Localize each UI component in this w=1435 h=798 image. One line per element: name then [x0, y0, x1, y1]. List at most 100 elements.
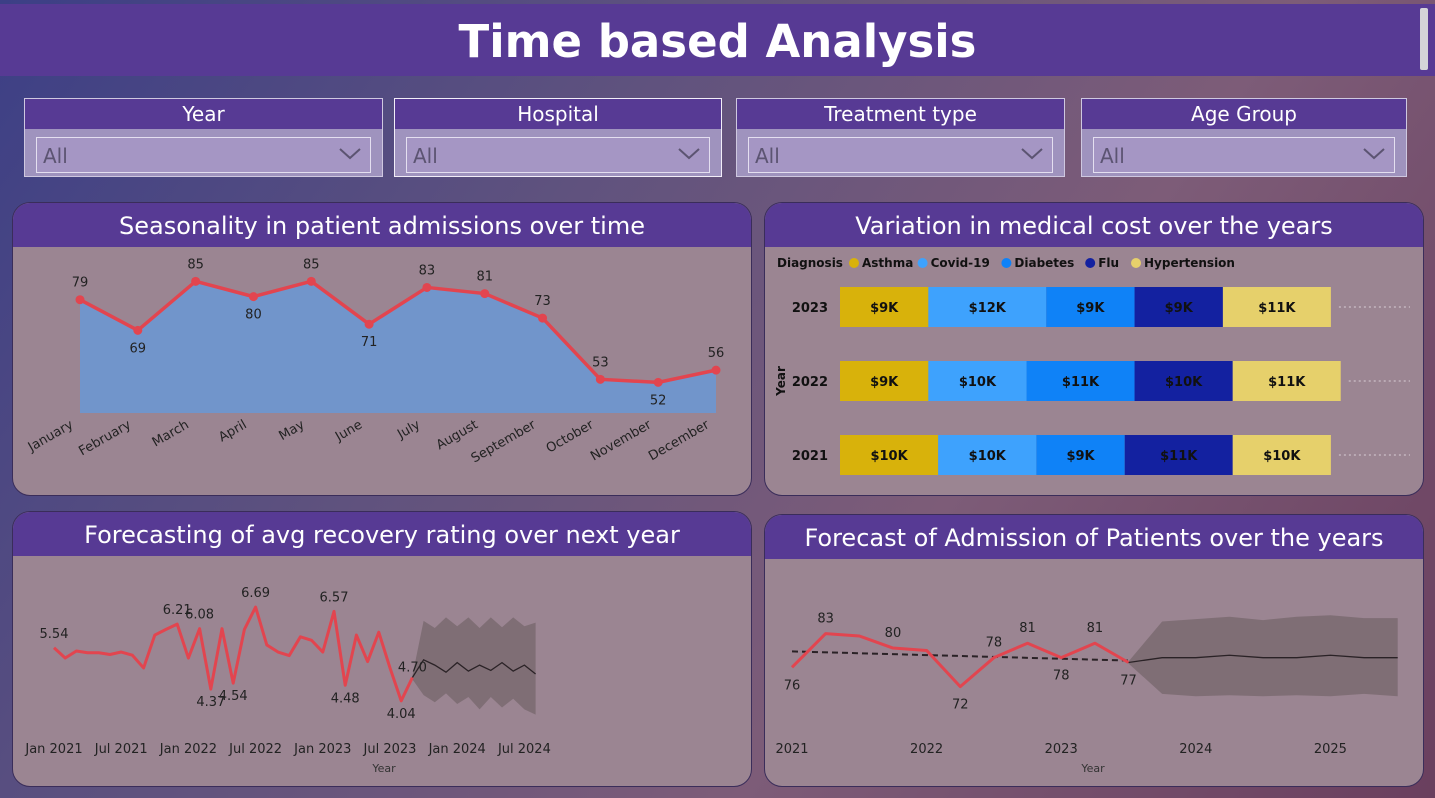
y-tick-label: 2021 [792, 449, 828, 464]
data-label: 52 [650, 393, 667, 408]
legend-label: Diabetes [1014, 256, 1074, 270]
legend-marker [917, 258, 928, 268]
data-label: 4.54 [219, 689, 248, 704]
admission-forecast-panel: Forecast of Admission of Patients over t… [764, 514, 1424, 787]
data-label: 71 [361, 335, 378, 350]
chevron-down-icon [1021, 148, 1043, 160]
data-label: 78 [986, 636, 1003, 651]
bar-segment [1046, 287, 1135, 327]
hospital-slicer-label: Hospital [395, 99, 721, 129]
series-line [790, 632, 1130, 689]
age-group-dropdown[interactable]: All [1093, 137, 1395, 173]
x-tick-label: Jul 2021 [94, 742, 148, 757]
data-label: 81 [476, 270, 493, 285]
bar-value-label: $10K [1263, 449, 1301, 464]
data-label: 81 [1087, 621, 1104, 636]
data-label: 80 [245, 308, 262, 323]
seasonality-chart-title: Seasonality in patient admissions over t… [13, 203, 751, 247]
x-tick-label: May [276, 417, 307, 444]
x-tick-label: 2024 [1179, 742, 1212, 757]
treatment-type-dropdown[interactable]: All [748, 137, 1053, 173]
bar-segment [1026, 361, 1135, 401]
data-point [480, 289, 490, 299]
bar-value-label: $11K [1062, 375, 1100, 390]
data-point [538, 313, 548, 323]
bar-segment [1232, 435, 1331, 475]
age-group-dropdown-value: All [1100, 144, 1125, 168]
x-tick-label: February [76, 417, 134, 459]
legend-marker [1001, 258, 1012, 268]
treatment-type-slicer[interactable]: Treatment type All [736, 98, 1065, 177]
header-bar [0, 4, 1435, 76]
x-axis-title: Year [371, 762, 396, 775]
bar-value-label: $10K [969, 449, 1007, 464]
data-label: 4.48 [331, 691, 360, 706]
data-point [191, 276, 201, 286]
x-tick-label: Jan 2023 [293, 742, 351, 757]
data-label: 6.08 [185, 608, 214, 623]
data-label: 4.70 [398, 660, 427, 675]
forecast-line [1128, 654, 1398, 664]
year-dropdown[interactable]: All [36, 137, 371, 173]
legend-marker [1085, 258, 1096, 268]
seasonality-chart: 79 69 85 80 85 71 83 81 73 53 52 56 January February M… [25, 257, 724, 466]
forecast-band [412, 617, 536, 715]
x-axis-title: Year [1080, 762, 1105, 775]
data-label: 4.37 [196, 695, 225, 710]
year-slicer[interactable]: Year All [24, 98, 383, 177]
year-dropdown-value: All [43, 144, 68, 168]
data-label: 78 [1053, 669, 1070, 684]
bar-value-label: $10K [1165, 375, 1203, 390]
data-point [75, 295, 85, 305]
data-label: 69 [130, 341, 147, 356]
bar-value-label: $9K [870, 301, 899, 316]
x-tick-label: Jul 2024 [497, 742, 551, 757]
x-tick-label: January [25, 417, 76, 455]
recovery-forecast-title: Forecasting of avg recovery rating over … [13, 512, 751, 556]
series-line [79, 279, 717, 385]
x-tick-label: 2022 [910, 742, 943, 757]
data-point [364, 319, 374, 329]
data-label: 6.57 [320, 590, 349, 605]
x-tick-label: Jan 2022 [159, 742, 217, 757]
trend-line [791, 650, 1129, 662]
bar-value-label: $11K [1160, 449, 1198, 464]
data-label: 83 [817, 612, 834, 627]
x-tick-label: March [150, 417, 192, 450]
data-point [133, 325, 143, 335]
scrollbar[interactable] [1420, 8, 1428, 70]
bar-value-label: $10K [959, 375, 997, 390]
bar-value-label: $12K [969, 301, 1007, 316]
data-label: 6.21 [163, 603, 192, 618]
bar-value-label: $9K [1066, 449, 1095, 464]
y-tick-label: 2023 [792, 301, 828, 316]
data-point [595, 374, 605, 384]
hospital-slicer[interactable]: Hospital All [394, 98, 722, 177]
series-line [52, 605, 414, 703]
chevron-down-icon [1363, 148, 1385, 160]
x-tick-label: 2025 [1314, 742, 1347, 757]
bar-segment [1124, 435, 1233, 475]
x-tick-label: Jul 2022 [228, 742, 282, 757]
x-tick-label: November [588, 417, 655, 464]
data-label: 85 [303, 257, 320, 272]
year-slicer-label: Year [25, 99, 382, 129]
bar-value-label: $9K [870, 375, 899, 390]
age-group-slicer[interactable]: Age Group All [1081, 98, 1407, 177]
data-point [711, 365, 721, 375]
bar-value-label: $10K [870, 449, 908, 464]
x-tick-label: April [216, 417, 249, 445]
bar-segment [1134, 287, 1223, 327]
data-label: 80 [885, 626, 902, 641]
bar-segment [840, 287, 929, 327]
hospital-dropdown[interactable]: All [406, 137, 710, 173]
bar-segment [840, 435, 939, 475]
data-label: 53 [592, 355, 609, 370]
page-title: Time based Analysis [458, 15, 977, 68]
data-label: 77 [1120, 674, 1137, 689]
data-label: 85 [187, 257, 204, 272]
data-label: 72 [952, 698, 969, 713]
data-label: 73 [534, 294, 551, 309]
data-label: 6.69 [241, 586, 270, 601]
seasonality-chart-panel: Seasonality in patient admissions over t… [12, 202, 752, 496]
